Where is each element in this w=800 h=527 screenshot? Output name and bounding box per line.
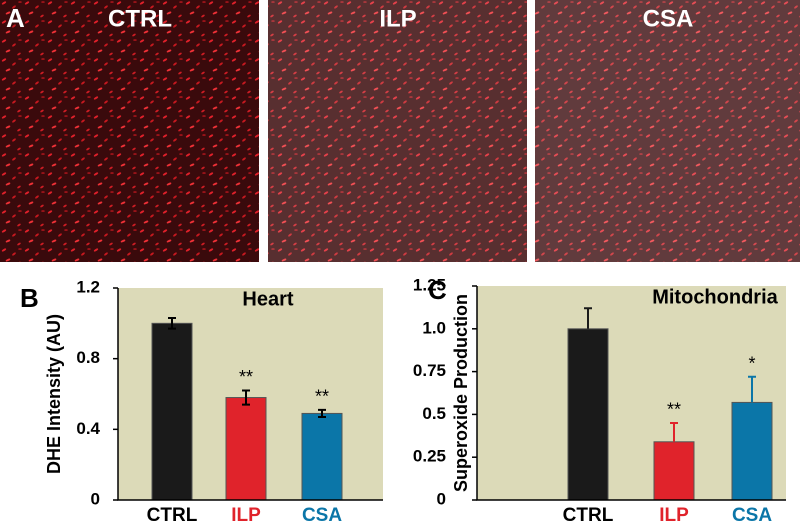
y-tick-label: 0	[91, 489, 100, 508]
axes	[117, 288, 383, 501]
x-tick-label: CTRL	[563, 505, 614, 526]
y-tick-label: 0.8	[76, 348, 100, 367]
x-tick-label: CSA	[732, 505, 772, 526]
micrograph	[535, 0, 800, 262]
y-tick-label: 0.5	[422, 404, 446, 423]
y-tick-label: 0.75	[413, 361, 446, 380]
significance: **	[239, 367, 253, 387]
panel-label: B	[20, 283, 39, 313]
bar	[567, 328, 609, 501]
bar	[301, 412, 343, 501]
significance: *	[748, 353, 755, 373]
x-tick-label: ILP	[659, 505, 689, 526]
chart-title: Heart	[242, 288, 293, 310]
x-tick-label: CTRL	[147, 505, 198, 526]
bar	[225, 397, 267, 501]
error-bar	[584, 307, 592, 329]
bar	[653, 441, 695, 501]
chart-title: Mitochondria	[652, 286, 778, 308]
micrograph	[0, 0, 259, 262]
x-tick-label: ILP	[231, 505, 261, 526]
y-tick-label: 1.0	[422, 318, 446, 337]
micrograph	[268, 0, 527, 262]
image-label: ILP	[379, 5, 416, 32]
significance: **	[667, 400, 681, 420]
y-axis-label: DHE Intensity (AU)	[44, 314, 64, 474]
y-tick-label: 0.4	[76, 419, 100, 438]
x-tick-label: CSA	[302, 505, 342, 526]
image-label: CSA	[643, 5, 694, 32]
error-bar	[168, 317, 176, 330]
axes	[476, 286, 786, 501]
error-bar	[242, 389, 250, 406]
significance: **	[315, 387, 329, 407]
y-tick-label: 0	[437, 489, 446, 508]
error-bar	[318, 408, 326, 418]
y-axis-label: Superoxide Production	[451, 294, 471, 492]
image-label: CTRL	[108, 5, 172, 32]
panel-label: A	[6, 3, 25, 33]
y-tick-label: 0.25	[413, 447, 446, 466]
panel-label: C	[428, 275, 447, 305]
y-tick-label: 1.25	[413, 275, 446, 294]
bar	[151, 322, 193, 501]
error-bar	[748, 375, 756, 403]
y-tick-label: 1.2	[76, 277, 100, 296]
error-bar	[670, 421, 678, 442]
bar	[731, 401, 773, 501]
